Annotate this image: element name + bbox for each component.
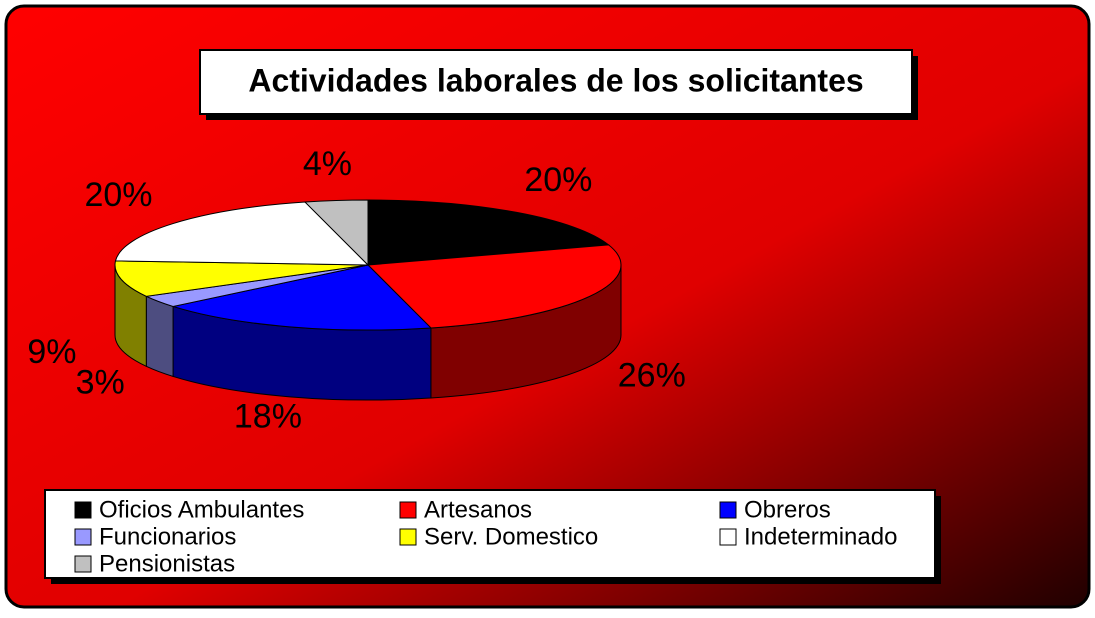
slice (303, 199, 369, 267)
legend-swatch (74, 501, 92, 519)
slice (366, 244, 622, 329)
data-label: 20% (524, 161, 592, 199)
data-labels: 20% 26% 18% 3%9% 20% 4% (27, 145, 685, 436)
legend-swatch (399, 501, 417, 519)
legend-label: Indeterminado (744, 523, 897, 550)
slice (114, 260, 369, 297)
slice-side (145, 295, 174, 378)
legend-label: Oficios Ambulantes (99, 496, 304, 523)
legend-box (44, 489, 936, 579)
slice (367, 199, 610, 266)
legend-label: Pensionistas (99, 550, 235, 577)
legend-label: Obreros (744, 496, 831, 523)
legend-swatch (74, 528, 92, 546)
data-label: 18% (234, 397, 302, 435)
legend-label: Artesanos (424, 496, 532, 523)
title-box (199, 49, 913, 115)
data-label: 20% (84, 176, 152, 214)
slice (171, 264, 433, 331)
data-label: 4% (303, 145, 352, 183)
slice (114, 201, 370, 266)
legend-swatch (719, 501, 737, 519)
data-label: 9% (27, 333, 76, 371)
legend-swatch (719, 528, 737, 546)
data-label: 3% (76, 363, 125, 401)
legend-swatch (399, 528, 417, 546)
legend-label: Funcionarios (99, 523, 236, 550)
legend: Oficios Ambulantes Artesanos Obreros Funcio… (74, 496, 897, 577)
pie (114, 199, 622, 401)
legend-swatch (74, 555, 92, 573)
data-label: 26% (618, 356, 686, 394)
chart-title: Actividades laborales de los solicitante… (248, 62, 863, 98)
legend-label: Serv. Domestico (424, 523, 598, 550)
